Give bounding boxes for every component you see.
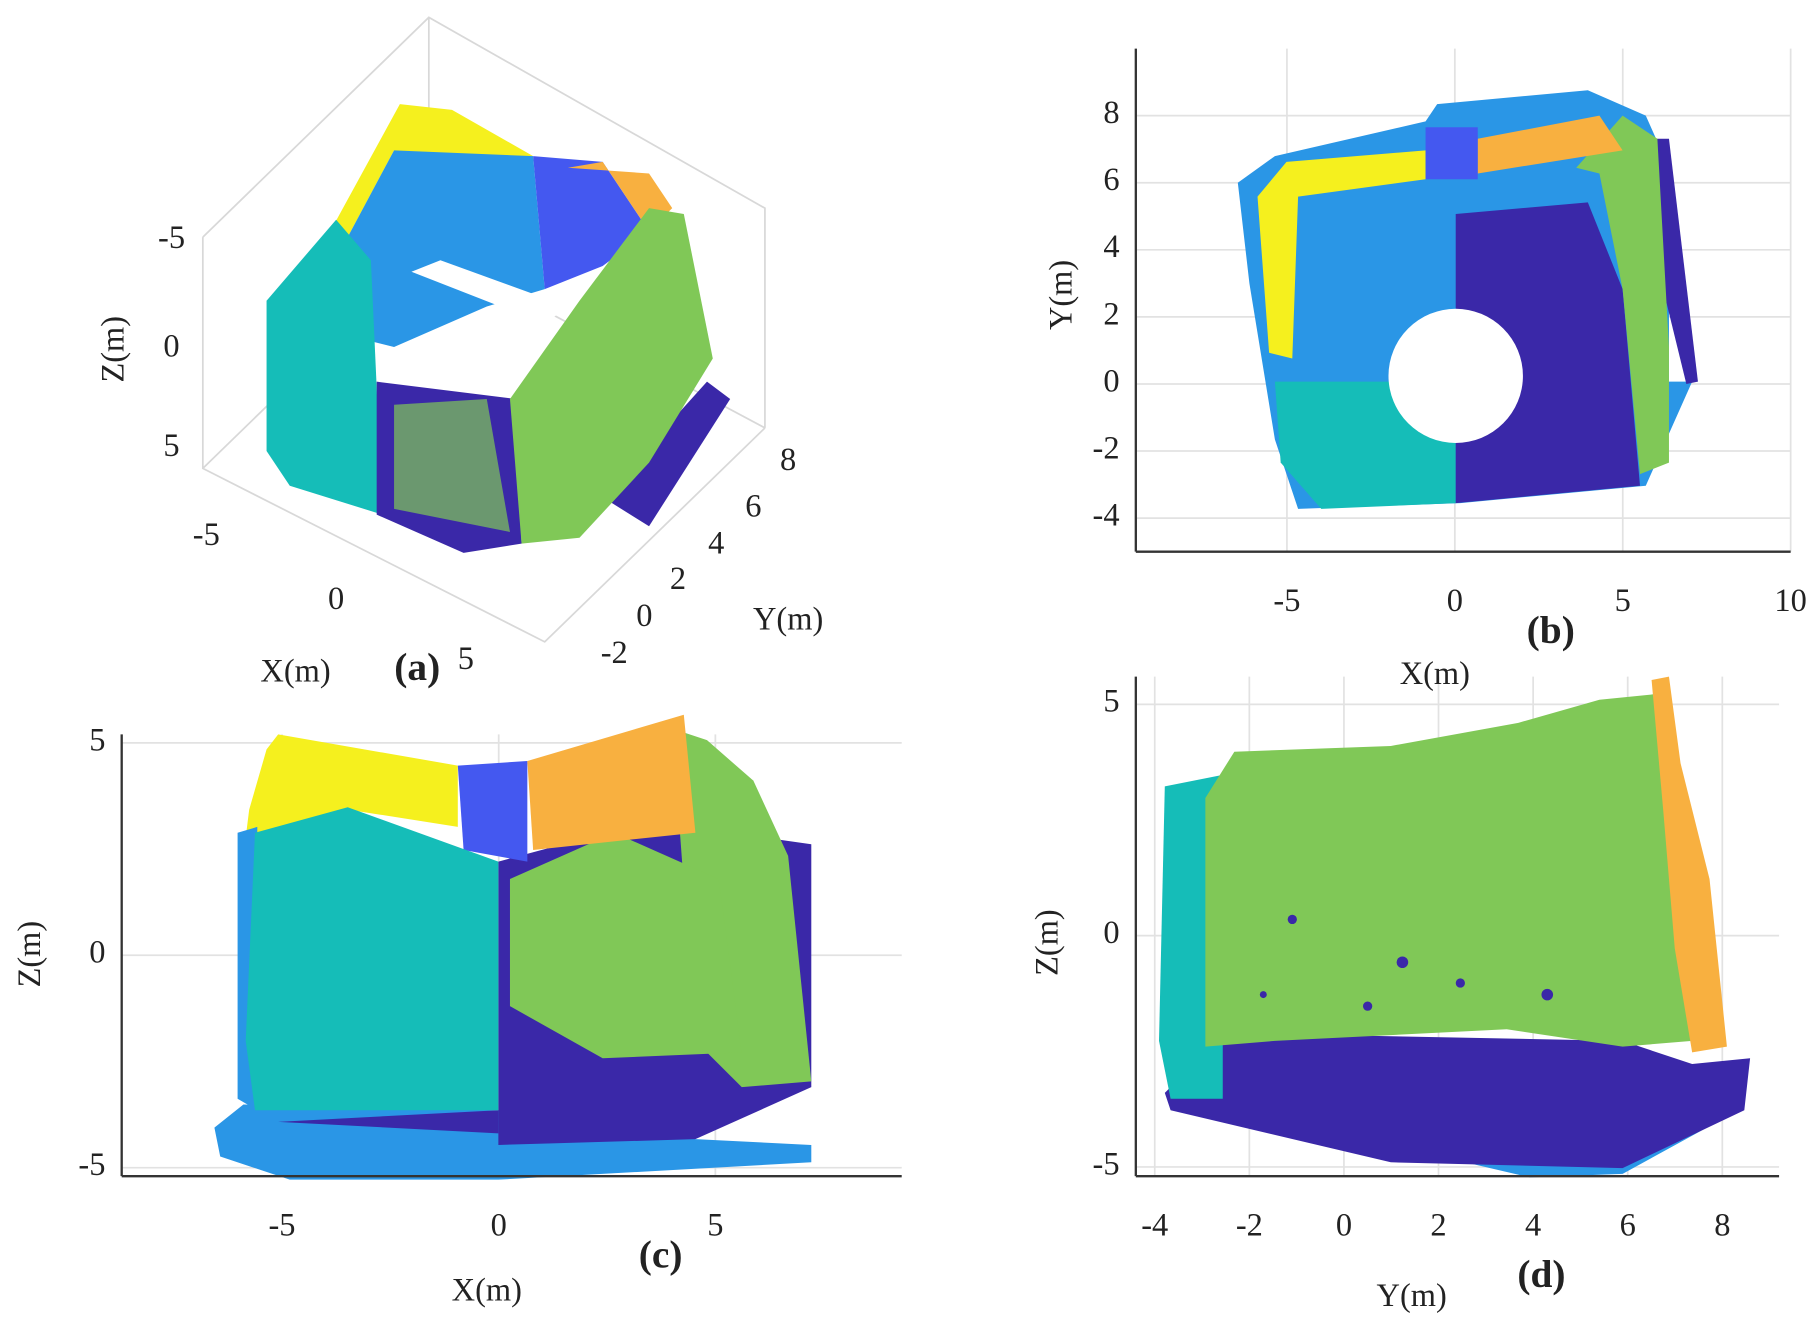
speckle [1541, 988, 1554, 1001]
x-tick-label: -5 [1273, 583, 1300, 619]
z-axis-label: Z(m) [95, 316, 131, 383]
cloud-a [266, 104, 731, 553]
x-tick-label: 5 [1615, 583, 1631, 619]
x-axis-label: X(m) [1400, 656, 1470, 692]
cloud-b [1237, 90, 1698, 509]
x-tick-label: -4 [1141, 1208, 1168, 1244]
y-axis-label: Y(m) [753, 602, 823, 638]
cloud-blue [457, 760, 528, 862]
y-tick-label: 2 [1103, 296, 1119, 332]
speckle [1259, 991, 1267, 999]
y-tick-label: 8 [780, 442, 796, 478]
y-tick-label: 5 [1103, 684, 1119, 720]
x-axis-label: Y(m) [1377, 1278, 1447, 1314]
y-tick-label: 0 [1103, 915, 1119, 951]
cloud-orange [1651, 676, 1727, 1053]
panel-label: (d) [1517, 1252, 1565, 1296]
y-tick-label: -5 [1093, 1146, 1120, 1182]
cloud-purple [1455, 202, 1640, 504]
y-tick-label: 0 [89, 935, 105, 971]
y-tick-label: 6 [745, 488, 761, 524]
panel-label: (c) [639, 1232, 683, 1276]
speckle [1455, 978, 1465, 988]
y-tick-label: 4 [1103, 229, 1119, 265]
x-tick-label: 4 [1525, 1208, 1541, 1244]
cloud-blue [533, 156, 650, 290]
cloud-cyan [245, 807, 499, 1111]
cloud-green [1205, 693, 1693, 1047]
cloud-orange [1477, 115, 1623, 174]
y-tick-label: 0 [1103, 363, 1119, 399]
cloud-yellow [1257, 150, 1426, 359]
panel-label: (a) [394, 645, 440, 689]
x-tick-label: 0 [328, 581, 344, 617]
y-tick-label: -4 [1093, 498, 1120, 534]
cloud-green [1576, 115, 1669, 475]
y-tick-label: -2 [1093, 431, 1120, 467]
x-tick-label: -5 [193, 517, 220, 553]
y-tick-label: -5 [78, 1147, 105, 1183]
y-tick-label: 4 [708, 525, 724, 561]
z-tick-label: -5 [158, 220, 185, 256]
y-axis-label: Z(m) [1029, 909, 1065, 976]
cloud-purple [278, 1110, 499, 1134]
cloud-purple [1164, 1035, 1751, 1169]
y-tick-label: 5 [89, 722, 105, 758]
x-tick-label: 8 [1714, 1208, 1730, 1244]
speckle [1396, 956, 1409, 969]
x-tick-label: 0 [1447, 583, 1463, 619]
x-tick-label: 5 [707, 1208, 723, 1244]
cloud-c [214, 714, 812, 1180]
x-axis-label: X(m) [452, 1272, 522, 1308]
y-axis-label: Z(m) [12, 921, 48, 988]
x-tick-label: 0 [1336, 1208, 1352, 1244]
x-tick-label: 2 [1430, 1208, 1446, 1244]
speckles [1259, 914, 1554, 1011]
x-tick-label: 0 [491, 1208, 507, 1244]
cloud-blue [1425, 127, 1478, 180]
y-tick-label: 6 [1103, 162, 1119, 198]
cloud-green [509, 208, 713, 544]
z-tick-label: 0 [163, 329, 179, 365]
y-tick-label: 2 [670, 561, 686, 597]
y-axis-label: Y(m) [1043, 260, 1079, 330]
speckle [1362, 1001, 1373, 1011]
cloud-orange [527, 714, 696, 851]
hole [1388, 308, 1523, 443]
labels: Z(m) X(m) Y(m) (a) Y(m) X(m) (b) Z(m) X(… [12, 48, 1807, 1314]
x-tick-label: -2 [1236, 1208, 1263, 1244]
cloud-yellow [330, 104, 534, 238]
x-tick-label: 10 [1774, 583, 1806, 619]
box-3d [201, 16, 766, 643]
cloud-cyan [266, 219, 383, 515]
x-axis-label: X(m) [260, 654, 330, 690]
speckle [1287, 914, 1297, 925]
cloud-green [394, 399, 510, 532]
y-tick-label: 0 [636, 598, 652, 634]
y-tick-label: 8 [1103, 95, 1119, 131]
cloud-green [509, 832, 742, 1059]
x-tick-label: 5 [458, 641, 474, 677]
hole [411, 260, 568, 324]
x-tick-label: 6 [1620, 1208, 1636, 1244]
panel-label: (b) [1527, 608, 1575, 652]
box-edges [201, 16, 766, 643]
z-tick-label: 5 [163, 428, 179, 464]
cloud-d [1159, 676, 1751, 1178]
x-tick-label: -5 [269, 1208, 296, 1244]
cloud-purple [602, 381, 731, 527]
y-tick-label: -2 [601, 635, 628, 671]
